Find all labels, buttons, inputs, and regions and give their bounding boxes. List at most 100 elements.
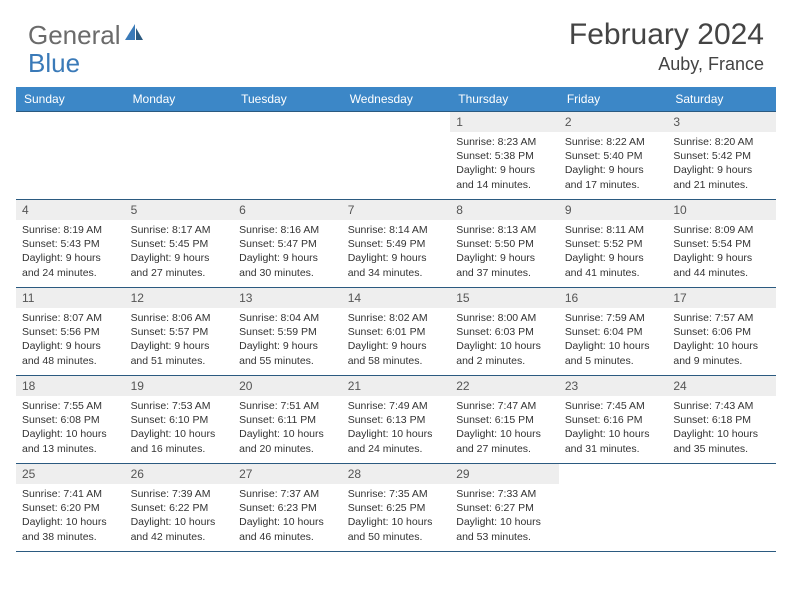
sunrise-text: Sunrise: 7:45 AM [565, 399, 662, 413]
day-cell: 14Sunrise: 8:02 AMSunset: 6:01 PMDayligh… [342, 288, 451, 376]
daylight-text: Daylight: 10 hours and 16 minutes. [131, 427, 228, 455]
daylight-text: Daylight: 10 hours and 2 minutes. [456, 339, 553, 367]
sunrise-text: Sunrise: 7:55 AM [22, 399, 119, 413]
day-number: 27 [233, 464, 342, 484]
sunrise-text: Sunrise: 7:33 AM [456, 487, 553, 501]
daylight-text: Daylight: 9 hours and 37 minutes. [456, 251, 553, 279]
day-details: Sunrise: 8:06 AMSunset: 5:57 PMDaylight:… [125, 308, 234, 372]
day-number: 11 [16, 288, 125, 308]
sunrise-text: Sunrise: 7:59 AM [565, 311, 662, 325]
sunset-text: Sunset: 6:10 PM [131, 413, 228, 427]
sunset-text: Sunset: 6:11 PM [239, 413, 336, 427]
sunset-text: Sunset: 6:06 PM [673, 325, 770, 339]
sunrise-text: Sunrise: 8:04 AM [239, 311, 336, 325]
title-block: February 2024 Auby, France [569, 18, 764, 75]
day-cell: 25Sunrise: 7:41 AMSunset: 6:20 PMDayligh… [16, 464, 125, 552]
day-cell: 12Sunrise: 8:06 AMSunset: 5:57 PMDayligh… [125, 288, 234, 376]
sunset-text: Sunset: 6:08 PM [22, 413, 119, 427]
daylight-text: Daylight: 9 hours and 41 minutes. [565, 251, 662, 279]
sunset-text: Sunset: 5:59 PM [239, 325, 336, 339]
empty-day [125, 112, 234, 200]
day-details: Sunrise: 7:47 AMSunset: 6:15 PMDaylight:… [450, 396, 559, 460]
day-number: 20 [233, 376, 342, 396]
day-cell: 10Sunrise: 8:09 AMSunset: 5:54 PMDayligh… [667, 200, 776, 288]
day-cell: 4 Sunrise: 8:19 AMSunset: 5:43 PMDaylight… [16, 200, 125, 288]
sunset-text: Sunset: 5:50 PM [456, 237, 553, 251]
day-details: Sunrise: 8:16 AMSunset: 5:47 PMDaylight:… [233, 220, 342, 284]
day-number: 10 [667, 200, 776, 220]
day-number: 12 [125, 288, 234, 308]
day-cell: 17Sunrise: 7:57 AMSunset: 6:06 PMDayligh… [667, 288, 776, 376]
sunset-text: Sunset: 6:27 PM [456, 501, 553, 515]
day-details: Sunrise: 7:45 AMSunset: 6:16 PMDaylight:… [559, 396, 668, 460]
sunset-text: Sunset: 6:18 PM [673, 413, 770, 427]
day-cell: 22Sunrise: 7:47 AMSunset: 6:15 PMDayligh… [450, 376, 559, 464]
daylight-text: Daylight: 10 hours and 20 minutes. [239, 427, 336, 455]
sunset-text: Sunset: 5:45 PM [131, 237, 228, 251]
sunrise-text: Sunrise: 7:49 AM [348, 399, 445, 413]
day-details: Sunrise: 7:33 AMSunset: 6:27 PMDaylight:… [450, 484, 559, 548]
daylight-text: Daylight: 9 hours and 34 minutes. [348, 251, 445, 279]
sunrise-text: Sunrise: 8:07 AM [22, 311, 119, 325]
day-number: 5 [125, 200, 234, 220]
day-number: 26 [125, 464, 234, 484]
sunrise-text: Sunrise: 7:41 AM [22, 487, 119, 501]
sunrise-text: Sunrise: 8:11 AM [565, 223, 662, 237]
daylight-text: Daylight: 9 hours and 51 minutes. [131, 339, 228, 367]
day-details: Sunrise: 7:49 AMSunset: 6:13 PMDaylight:… [342, 396, 451, 460]
day-number: 14 [342, 288, 451, 308]
daylight-text: Daylight: 10 hours and 42 minutes. [131, 515, 228, 543]
day-details: Sunrise: 7:57 AMSunset: 6:06 PMDaylight:… [667, 308, 776, 372]
daylight-text: Daylight: 10 hours and 38 minutes. [22, 515, 119, 543]
sunset-text: Sunset: 6:13 PM [348, 413, 445, 427]
day-number: 6 [233, 200, 342, 220]
daylight-text: Daylight: 9 hours and 44 minutes. [673, 251, 770, 279]
sunset-text: Sunset: 5:42 PM [673, 149, 770, 163]
sunset-text: Sunset: 6:22 PM [131, 501, 228, 515]
location-label: Auby, France [569, 54, 764, 75]
empty-day [559, 464, 668, 552]
day-cell: 29Sunrise: 7:33 AMSunset: 6:27 PMDayligh… [450, 464, 559, 552]
sail-icon [123, 18, 145, 49]
day-details: Sunrise: 8:22 AMSunset: 5:40 PMDaylight:… [559, 132, 668, 196]
sunrise-text: Sunrise: 7:39 AM [131, 487, 228, 501]
sunset-text: Sunset: 5:54 PM [673, 237, 770, 251]
month-title: February 2024 [569, 18, 764, 52]
day-details: Sunrise: 8:23 AMSunset: 5:38 PMDaylight:… [450, 132, 559, 196]
daylight-text: Daylight: 10 hours and 35 minutes. [673, 427, 770, 455]
day-cell: 24Sunrise: 7:43 AMSunset: 6:18 PMDayligh… [667, 376, 776, 464]
brand-part1: General [28, 20, 121, 51]
day-cell: 8Sunrise: 8:13 AMSunset: 5:50 PMDaylight… [450, 200, 559, 288]
daylight-text: Daylight: 9 hours and 27 minutes. [131, 251, 228, 279]
daylight-text: Daylight: 10 hours and 9 minutes. [673, 339, 770, 367]
empty-day [667, 464, 776, 552]
dow-monday: Monday [125, 87, 234, 112]
sunrise-text: Sunrise: 8:19 AM [22, 223, 119, 237]
sunrise-text: Sunrise: 8:00 AM [456, 311, 553, 325]
day-details: Sunrise: 8:09 AMSunset: 5:54 PMDaylight:… [667, 220, 776, 284]
sunrise-text: Sunrise: 8:09 AM [673, 223, 770, 237]
day-number: 17 [667, 288, 776, 308]
day-number: 15 [450, 288, 559, 308]
day-number: 4 [16, 200, 125, 220]
day-details: Sunrise: 7:37 AMSunset: 6:23 PMDaylight:… [233, 484, 342, 548]
day-details: Sunrise: 7:59 AMSunset: 6:04 PMDaylight:… [559, 308, 668, 372]
daylight-text: Daylight: 10 hours and 5 minutes. [565, 339, 662, 367]
page-header: General February 2024 Auby, France [0, 0, 792, 83]
day-number: 3 [667, 112, 776, 132]
day-details: Sunrise: 8:04 AMSunset: 5:59 PMDaylight:… [233, 308, 342, 372]
daylight-text: Daylight: 10 hours and 27 minutes. [456, 427, 553, 455]
sunset-text: Sunset: 5:43 PM [22, 237, 119, 251]
day-number: 19 [125, 376, 234, 396]
sunset-text: Sunset: 5:38 PM [456, 149, 553, 163]
day-cell: 11Sunrise: 8:07 AMSunset: 5:56 PMDayligh… [16, 288, 125, 376]
sunset-text: Sunset: 6:23 PM [239, 501, 336, 515]
sunset-text: Sunset: 5:47 PM [239, 237, 336, 251]
daylight-text: Daylight: 9 hours and 24 minutes. [22, 251, 119, 279]
week-row: 4Sunrise: 8:19 AMSunset: 5:43 PMDaylight… [16, 200, 776, 288]
day-number: 9 [559, 200, 668, 220]
daylight-text: Daylight: 9 hours and 48 minutes. [22, 339, 119, 367]
day-cell: 13Sunrise: 8:04 AMSunset: 5:59 PMDayligh… [233, 288, 342, 376]
dow-wednesday: Wednesday [342, 87, 451, 112]
sunset-text: Sunset: 6:03 PM [456, 325, 553, 339]
